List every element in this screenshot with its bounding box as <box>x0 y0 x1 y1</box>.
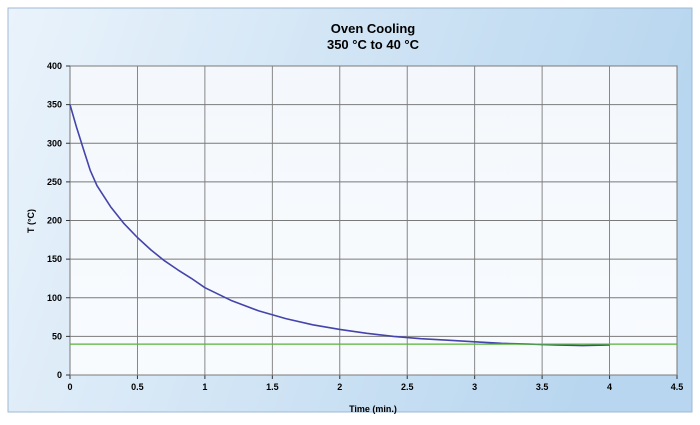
x-axis-label: Time (min.) <box>349 404 397 414</box>
y-tick-label: 350 <box>47 100 62 110</box>
series-lines <box>69 104 677 347</box>
y-tick-label: 250 <box>47 177 62 187</box>
x-tick-label: 3.5 <box>536 382 549 392</box>
y-tick-label: 400 <box>47 61 62 71</box>
grid-lines <box>66 65 678 379</box>
x-tick-label: 4 <box>607 382 612 392</box>
y-tick-label: 150 <box>47 254 62 264</box>
y-tick-label: 200 <box>47 216 62 226</box>
chart-title: Oven Cooling <box>331 21 416 36</box>
x-tick-label: 1.5 <box>266 382 279 392</box>
y-tick-label: 50 <box>52 331 62 341</box>
x-tick-label: 0.5 <box>131 382 144 392</box>
x-tick-label: 2.5 <box>401 382 414 392</box>
cooling-curve-line <box>69 104 610 347</box>
x-tick-label: 4.5 <box>671 382 684 392</box>
y-tick-label: 300 <box>47 138 62 148</box>
y-tick-label: 0 <box>57 370 62 380</box>
x-tick-label: 3 <box>472 382 477 392</box>
chart-subtitle: 350 °C to 40 °C <box>327 37 420 52</box>
x-tick-label: 0 <box>67 382 72 392</box>
x-tick-label: 1 <box>202 382 207 392</box>
x-tick-label: 2 <box>337 382 342 392</box>
y-tick-label: 100 <box>47 293 62 303</box>
tick-labels: 0 0.5 1 1.5 2 2.5 3 3.5 4 4.5 0 50 100 150 200 250 300 35… <box>47 61 683 392</box>
y-axis-label: T (°C) <box>26 209 36 233</box>
